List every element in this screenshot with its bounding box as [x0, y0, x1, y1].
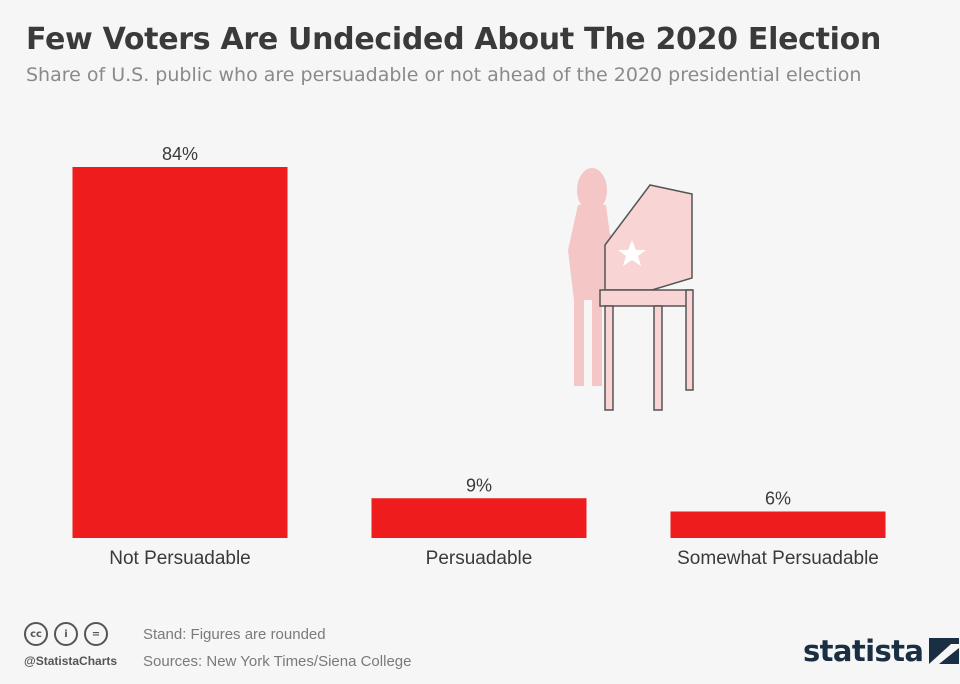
bar-not-persuadable — [72, 167, 288, 538]
footer-sources: Sources: New York Times/Siena College — [143, 653, 412, 670]
voting-booth-illustration — [568, 168, 694, 411]
statista-logo[interactable]: statista — [803, 634, 960, 668]
by-icon[interactable]: i — [54, 622, 78, 646]
bar-somewhat-persuadable — [670, 511, 886, 538]
chart-title: Few Voters Are Undecided About The 2020 … — [26, 22, 881, 57]
bar-chart: 84% Not Persuadable 9% Persuadable 6% Somewha… — [72, 144, 886, 569]
chart-subtitle: Share of U.S. public who are persuadable… — [26, 64, 862, 86]
statista-logo-icon — [929, 638, 960, 664]
brand-wordmark: statista — [803, 634, 924, 668]
category-label: Somewhat Persuadable — [677, 548, 879, 569]
category-label: Not Persuadable — [109, 548, 251, 569]
value-label: 9% — [466, 475, 492, 495]
value-label: 84% — [162, 144, 198, 164]
value-label: 6% — [765, 489, 791, 509]
category-label: Persuadable — [426, 548, 533, 569]
footer-note: Stand: Figures are rounded — [143, 626, 326, 643]
nd-icon[interactable]: = — [84, 622, 108, 646]
statista-handle[interactable]: @StatistaCharts — [24, 654, 118, 668]
cc-icon[interactable]: cc — [24, 622, 48, 646]
license-icons: cc i = — [24, 622, 108, 646]
bar-persuadable — [371, 498, 587, 538]
